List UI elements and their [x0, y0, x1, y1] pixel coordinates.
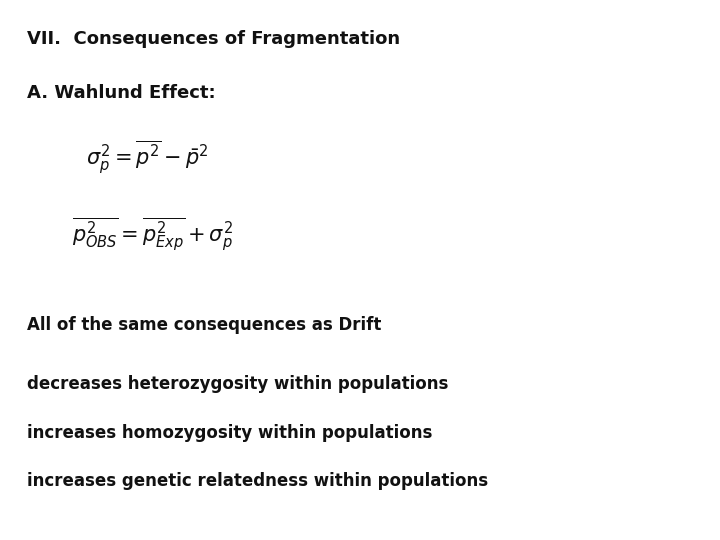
Text: increases homozygosity within populations: increases homozygosity within population…: [27, 424, 433, 442]
Text: All of the same consequences as Drift: All of the same consequences as Drift: [27, 316, 382, 334]
Text: A. Wahlund Effect:: A. Wahlund Effect:: [27, 84, 216, 102]
Text: $\overline{p^2_{OBS}} = \overline{p^2_{Exp}} + \sigma_p^2$: $\overline{p^2_{OBS}} = \overline{p^2_{E…: [72, 216, 233, 254]
Text: increases genetic relatedness within populations: increases genetic relatedness within pop…: [27, 472, 488, 490]
Text: $\sigma_p^2 = \overline{p^2} - \bar{p}^2$: $\sigma_p^2 = \overline{p^2} - \bar{p}^2…: [86, 138, 210, 176]
Text: decreases heterozygosity within populations: decreases heterozygosity within populati…: [27, 375, 449, 393]
Text: VII.  Consequences of Fragmentation: VII. Consequences of Fragmentation: [27, 30, 400, 48]
